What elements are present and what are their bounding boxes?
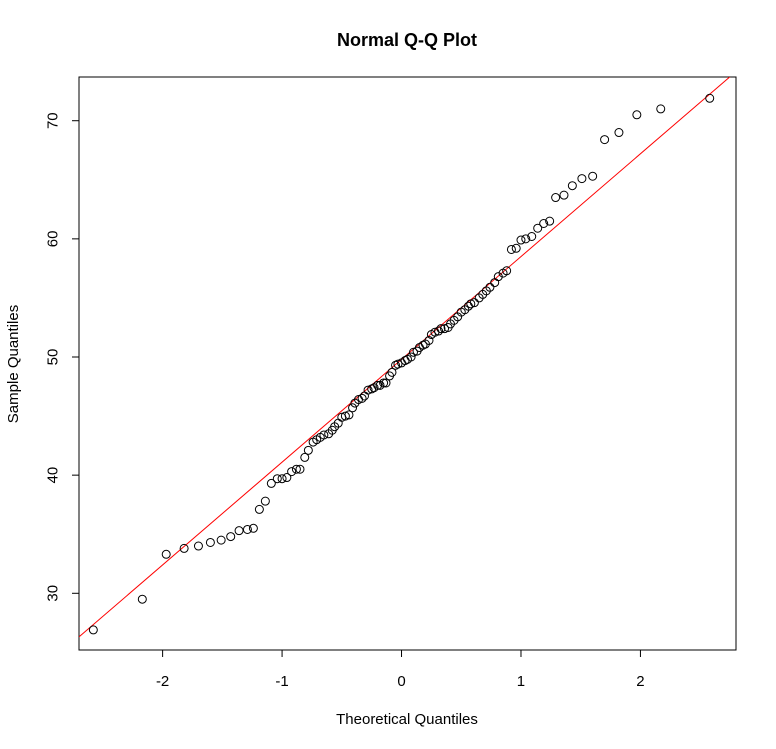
reference-line (79, 77, 731, 638)
data-point (319, 430, 329, 440)
data-point (502, 266, 512, 276)
x-tick-label: 0 (397, 673, 405, 690)
data-point (260, 496, 270, 506)
chart-title: Normal Q-Q Plot (337, 30, 477, 50)
data-point (632, 110, 642, 120)
data-point (705, 93, 715, 103)
data-point (373, 380, 383, 390)
data-point (179, 543, 189, 553)
data-point (567, 181, 577, 191)
data-point (344, 410, 354, 420)
data-point (287, 467, 297, 477)
data-point (393, 359, 403, 369)
x-tick-label: 1 (517, 673, 525, 690)
data-point (379, 378, 389, 388)
data-point (357, 393, 367, 403)
data-point (408, 347, 418, 357)
data-point (88, 625, 98, 635)
x-tick-label: 2 (636, 673, 644, 690)
data-point (193, 541, 203, 551)
data-point (282, 473, 292, 483)
data-point (551, 193, 561, 203)
data-point (506, 244, 516, 254)
data-point (436, 324, 446, 334)
data-point (137, 594, 147, 604)
data-point (363, 385, 373, 395)
data-point (277, 474, 287, 484)
data-point (387, 367, 397, 377)
points-group (88, 93, 715, 635)
data-point (340, 411, 350, 421)
data-point (469, 298, 479, 308)
data-point (545, 216, 555, 226)
data-point (577, 174, 587, 184)
data-point (234, 526, 244, 536)
data-point (424, 335, 434, 345)
y-axis: 30 40 50 60 70 (45, 112, 79, 602)
data-point (539, 218, 549, 228)
y-tick-label: 30 (45, 585, 62, 602)
x-axis: -2 -1 0 1 2 (156, 650, 645, 690)
data-point (205, 537, 215, 547)
data-point (527, 231, 537, 241)
data-point (216, 535, 226, 545)
data-point (391, 360, 401, 370)
data-point (295, 464, 305, 474)
data-point (533, 223, 543, 233)
data-point (600, 135, 610, 145)
data-point (521, 234, 531, 244)
data-point (440, 324, 450, 334)
data-point (359, 391, 369, 401)
x-tick-label: -2 (156, 673, 169, 690)
data-point (418, 340, 428, 350)
y-tick-label: 60 (45, 231, 62, 248)
data-point (248, 523, 258, 533)
x-tick-label: -1 (275, 673, 288, 690)
data-point (511, 243, 521, 253)
data-point (516, 235, 526, 245)
data-point (226, 532, 236, 542)
data-point (348, 403, 358, 413)
data-point (266, 478, 276, 488)
data-point (434, 326, 444, 336)
data-point (588, 171, 598, 181)
data-point (303, 445, 313, 455)
y-tick-label: 70 (45, 112, 62, 129)
data-point (272, 474, 282, 484)
data-point (485, 282, 495, 292)
data-point (254, 504, 264, 514)
data-point (161, 549, 171, 559)
data-point (300, 452, 310, 462)
y-axis-label: Sample Quantiles (5, 305, 22, 423)
data-point (466, 299, 476, 309)
plot-frame (78, 76, 737, 651)
data-point (656, 104, 666, 114)
data-point (291, 464, 301, 474)
reference-line-group (79, 77, 731, 638)
data-point (559, 190, 569, 200)
data-point (381, 378, 391, 388)
data-point (242, 524, 252, 534)
data-point (406, 352, 416, 362)
y-tick-label: 40 (45, 467, 62, 484)
y-tick-label: 50 (45, 349, 62, 366)
x-axis-label: Theoretical Quantiles (336, 711, 478, 728)
data-point (614, 128, 624, 138)
